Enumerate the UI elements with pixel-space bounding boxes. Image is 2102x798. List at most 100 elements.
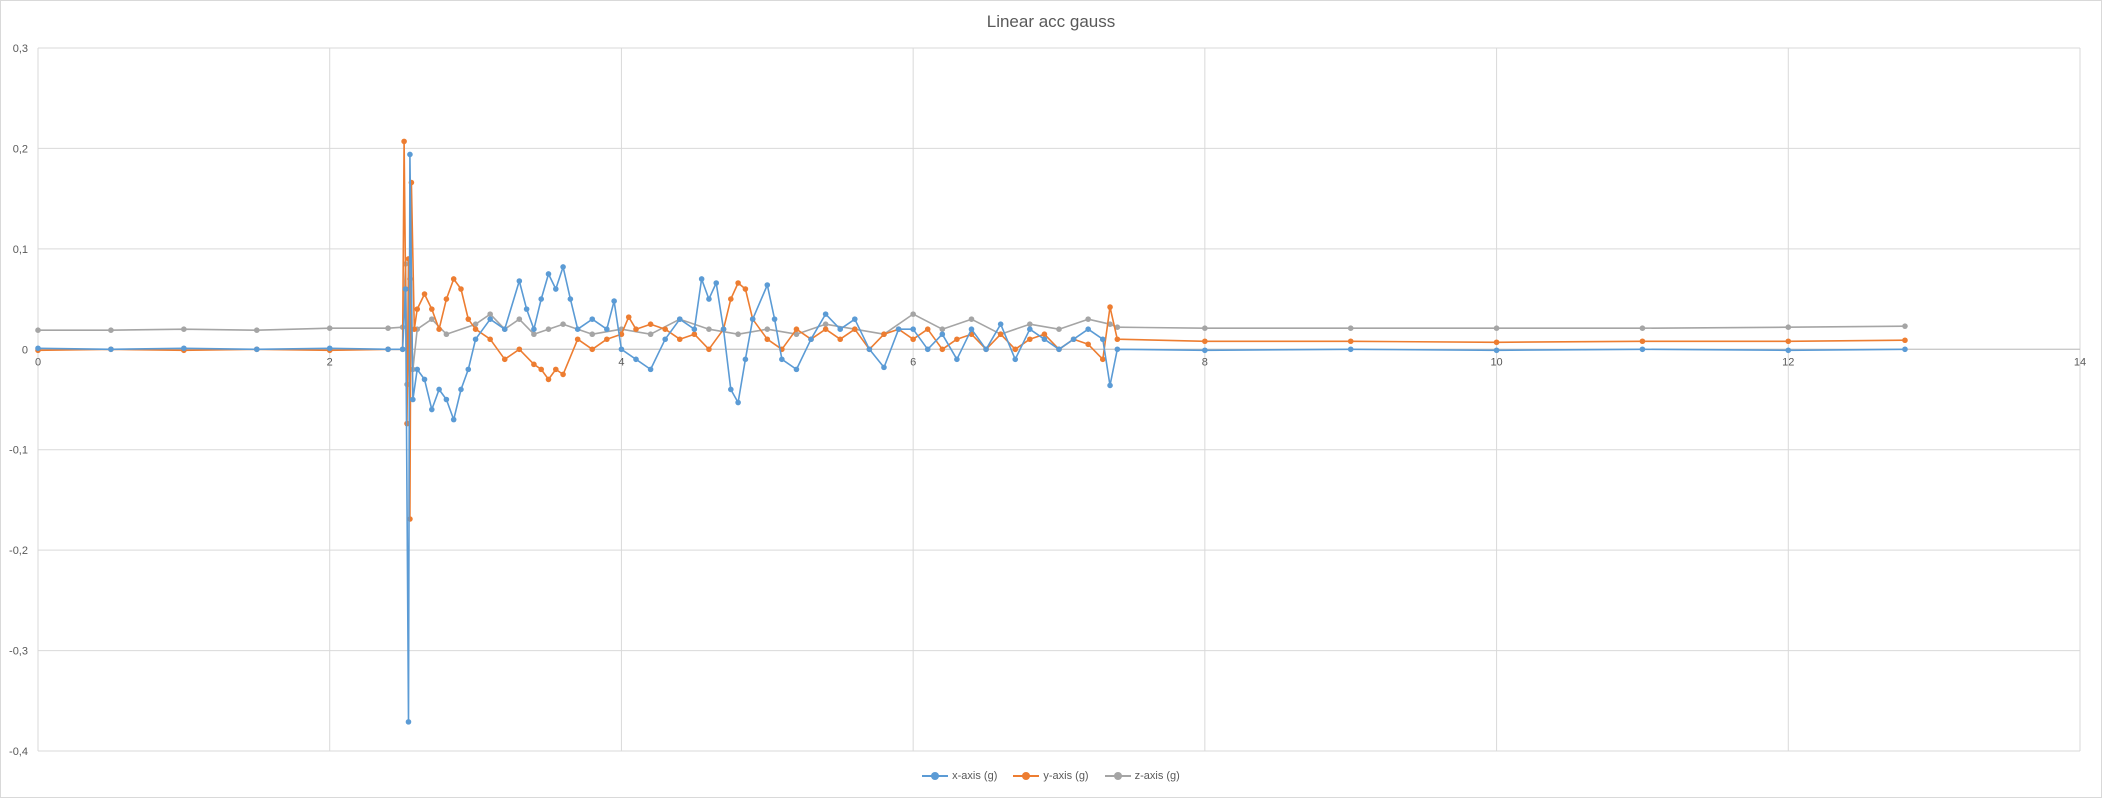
x-axis-data-point — [647, 366, 654, 373]
z-axis-data-point — [1027, 321, 1033, 327]
x-axis-data-point — [808, 336, 814, 343]
x-axis-data-point — [837, 326, 844, 333]
x-axis-data-point — [1070, 336, 1077, 343]
z-axis-data-point — [429, 316, 435, 322]
x-axis-data-point — [1902, 346, 1908, 353]
x-axis-data-point — [1099, 336, 1106, 343]
x-tick-label: 0 — [35, 356, 41, 368]
z-axis-data-point — [910, 311, 916, 317]
x-axis-data-point — [560, 264, 566, 270]
x-axis-data-point — [429, 406, 435, 413]
y-axis-data-point — [560, 371, 566, 378]
x-axis-data-point — [1202, 347, 1208, 354]
x-axis-data-point — [589, 316, 596, 322]
x-tick-label: 8 — [1202, 356, 1208, 368]
x-axis-data-point — [538, 296, 545, 302]
legend-swatch — [1104, 772, 1131, 780]
y-axis-data-point — [676, 336, 683, 343]
x-axis-data-point — [1114, 346, 1121, 353]
x-axis-data-point — [414, 366, 421, 373]
z-axis-data-point — [108, 327, 114, 334]
y-axis-data-point — [429, 306, 435, 312]
z-axis-data-point — [545, 326, 552, 333]
x-axis-data-point — [523, 306, 530, 312]
x-tick-label: 6 — [910, 356, 916, 368]
x-axis-data-point — [924, 346, 931, 353]
x-axis-data-point — [749, 316, 756, 322]
x-axis-data-point — [852, 316, 858, 322]
x-axis-data-point — [472, 336, 479, 343]
x-axis-data-point — [728, 386, 734, 393]
x-axis-data-point — [385, 346, 391, 353]
y-axis-data-point — [706, 346, 712, 353]
y-axis-data-point — [742, 286, 749, 292]
y-axis-data-point — [458, 286, 464, 292]
y-axis-data-point — [997, 331, 1004, 338]
x-tick-label: 14 — [2074, 356, 2086, 368]
z-axis-data-point — [968, 316, 975, 322]
y-axis-data-point — [436, 326, 442, 333]
y-axis-data-point — [954, 336, 960, 343]
z-axis-data-point — [793, 331, 800, 338]
x-axis-data-point — [881, 364, 887, 371]
y-axis-data-point — [414, 306, 421, 312]
x-axis-data-point — [487, 316, 493, 322]
x-axis-data-point — [402, 286, 409, 292]
y-axis-data-point — [939, 346, 946, 353]
y-tick-label: 0 — [22, 344, 28, 356]
y-axis-data-point — [1085, 341, 1091, 348]
y-axis-data-point — [472, 326, 479, 333]
x-axis-data-point — [421, 376, 428, 383]
y-axis-data-point — [1202, 338, 1208, 345]
y-axis-data-point — [924, 326, 931, 333]
y-tick-label: -0,2 — [9, 545, 28, 557]
z-axis-data-point — [531, 331, 537, 338]
x-axis-data-point — [698, 276, 705, 282]
y-axis-data-point — [793, 326, 800, 333]
y-tick-label: -0,4 — [9, 746, 28, 758]
z-axis-data-point — [647, 331, 654, 338]
y-axis-data-point — [625, 314, 632, 320]
x-axis-data-point — [516, 278, 523, 284]
y-tick-label: 0,1 — [13, 244, 28, 256]
x-axis-data-point — [1785, 347, 1792, 354]
z-axis-data-point — [764, 326, 771, 333]
y-axis-data-point — [604, 336, 610, 343]
z-axis-data-point — [1902, 323, 1908, 329]
y-axis-data-point — [443, 296, 450, 302]
legend-swatch — [1013, 772, 1040, 780]
x-axis-data-point — [465, 366, 472, 373]
x-axis-data-point — [1085, 326, 1091, 333]
y-axis-data-point — [881, 331, 887, 338]
y-axis-data-point — [501, 356, 508, 363]
z-axis-series-line — [38, 263, 1906, 386]
y-axis-data-point — [633, 326, 639, 333]
y-axis-data-point — [1107, 304, 1113, 310]
x-axis-data-point — [771, 316, 778, 322]
x-axis-data-point — [735, 399, 741, 406]
z-axis-data-point — [35, 327, 41, 334]
x-tick-label: 4 — [618, 356, 624, 368]
legend-label: z-axis (g) — [1134, 770, 1180, 782]
y-axis-data-point — [1027, 336, 1033, 343]
y-axis-data-point — [1099, 356, 1106, 363]
y-tick-label: 0,2 — [13, 143, 28, 155]
z-axis-data-point — [560, 321, 566, 327]
x-axis-data-point — [545, 271, 552, 277]
y-tick-label: -0,1 — [9, 445, 28, 457]
y-axis-data-point — [545, 376, 552, 383]
y-axis-data-point — [411, 326, 418, 333]
x-axis-data-point — [764, 282, 771, 288]
z-axis-data-point — [181, 326, 187, 333]
x-axis-data-point — [1012, 356, 1019, 363]
x-axis-data-point — [713, 280, 720, 286]
legend-swatch — [922, 772, 949, 780]
x-axis-data-point — [691, 326, 698, 333]
x-axis-data-point — [531, 326, 537, 333]
y-axis-data-point — [465, 316, 472, 322]
y-axis-data-point — [552, 366, 559, 373]
x-axis-data-point — [1041, 336, 1048, 343]
z-axis-data-point — [589, 331, 596, 338]
y-axis-data-point — [574, 336, 581, 343]
